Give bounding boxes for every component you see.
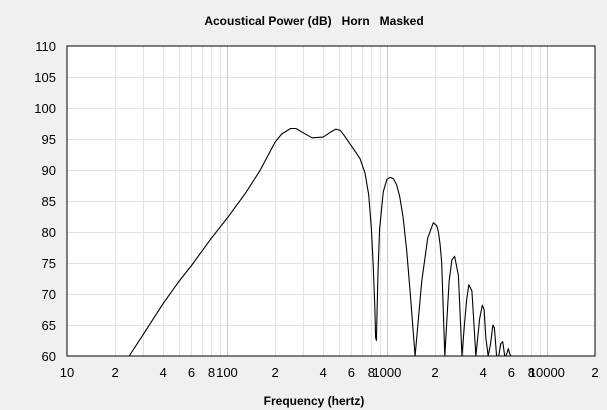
y-tick-label: 110 xyxy=(35,39,56,54)
x-tick-label: 8 xyxy=(208,365,215,380)
x-tick-label: 4 xyxy=(320,365,327,380)
y-tick-label: 65 xyxy=(42,318,56,333)
x-tick-label: 2 xyxy=(431,365,438,380)
y-tick-label: 80 xyxy=(42,225,56,240)
x-tick-label: 1000 xyxy=(372,365,401,380)
x-tick-label: 6 xyxy=(188,365,195,380)
x-tick-label: 2 xyxy=(271,365,278,380)
x-tick-label: 4 xyxy=(480,365,487,380)
y-tick-label: 60 xyxy=(42,349,56,364)
y-tick-label: 70 xyxy=(42,287,56,302)
x-tick-label: 10 xyxy=(60,365,74,380)
plot-border xyxy=(66,45,596,357)
y-tick-label: 95 xyxy=(42,132,56,147)
x-tick-label: 100 xyxy=(216,365,238,380)
x-tick-label: 6 xyxy=(348,365,355,380)
x-tick-label: 8 xyxy=(528,365,535,380)
chart-title: Acoustical Power (dB) Horn Masked xyxy=(204,14,423,28)
y-axis-ticks: 60 65 70 75 80 85 90 95 100 105 110 xyxy=(34,39,56,364)
x-tick-label: 4 xyxy=(160,365,167,380)
x-tick-label: 2 xyxy=(112,365,119,380)
y-tick-label: 105 xyxy=(34,70,56,85)
x-axis-label: Frequency (hertz) xyxy=(264,394,365,408)
y-tick-label: 75 xyxy=(42,256,56,271)
y-tick-label: 100 xyxy=(34,101,56,116)
x-tick-label: 6 xyxy=(508,365,515,380)
x-tick-label: 8 xyxy=(368,365,375,380)
x-tick-label: 10000 xyxy=(529,365,565,380)
x-tick-label: 2 xyxy=(591,365,598,380)
y-tick-label: 85 xyxy=(42,194,56,209)
grid-lines xyxy=(67,46,595,356)
y-tick-label: 90 xyxy=(42,163,56,178)
